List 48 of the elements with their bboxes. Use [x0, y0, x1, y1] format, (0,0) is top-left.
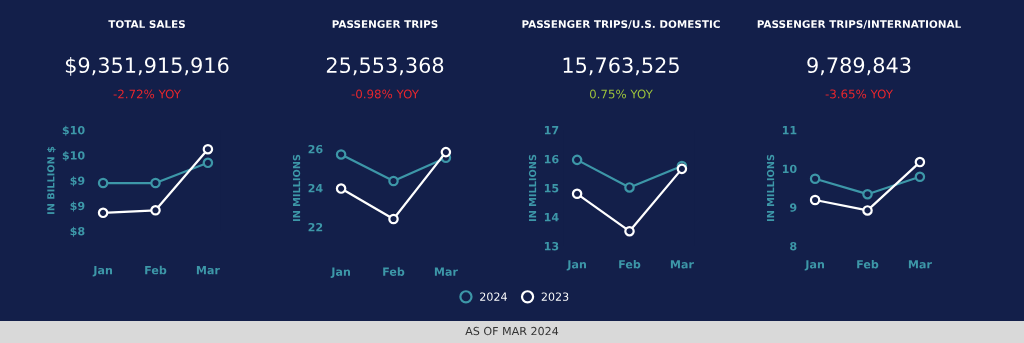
y-tick-label: $9	[70, 176, 85, 187]
x-tick-label: Jan	[330, 267, 350, 278]
x-tick-label: Mar	[434, 267, 458, 276]
y-tick-label: 9	[789, 203, 797, 212]
y-tick-label: $9	[70, 201, 85, 212]
chart-title: PASSENGER TRIPS/INTERNATIONAL	[757, 20, 961, 29]
x-tick-label: Mar	[908, 260, 932, 269]
text: -2.72% YOY	[113, 89, 181, 99]
y-axis-title: IN MILLIONS	[292, 154, 301, 222]
text: AS OF MAR 2024	[465, 326, 559, 336]
x-tick-label: Jan	[566, 260, 586, 271]
y-tick-label: 10	[782, 164, 797, 174]
y-tick-label: 16	[544, 154, 559, 164]
y-tick-label: 24	[308, 183, 323, 193]
x-tick-label: Feb	[383, 267, 405, 276]
chart-subtitle: 9,789,843	[807, 57, 911, 76]
y-tick-label: 8	[790, 241, 797, 251]
y-tick-label: 15	[544, 184, 559, 193]
x-tick-label: Jan	[92, 266, 112, 277]
legend-label: 2023	[541, 292, 569, 301]
text: -0.98% YOY	[351, 89, 419, 99]
x-tick-label: Jan	[804, 260, 824, 271]
chart-subtitle: 15,763,525	[563, 57, 679, 76]
y-axis-title: IN BILLION $	[46, 146, 56, 214]
y-axis-title: IN MILLIONS	[766, 154, 775, 222]
chart-title: PASSENGER TRIPS/U.S. DOMESTIC	[522, 20, 720, 29]
y-tick-label: $8	[70, 226, 85, 237]
x-tick-label: Mar	[670, 260, 694, 269]
y-tick-label: 13	[544, 241, 559, 251]
x-tick-label: Feb	[857, 259, 879, 269]
x-tick-label: Feb	[619, 259, 641, 269]
y-tick-label: 11	[782, 126, 797, 135]
legend-label: 2024	[480, 292, 507, 301]
chart-subtitle: 25,553,368	[326, 57, 444, 76]
x-tick-label: Mar	[196, 266, 220, 275]
y-tick-label: 14	[544, 213, 559, 222]
y-tick-label: $10	[62, 151, 85, 162]
chart-title: PASSENGER TRIPS	[332, 20, 438, 29]
y-tick-label: 26	[308, 144, 323, 154]
text: -3.65% YOY	[825, 89, 893, 99]
y-tick-label: $10	[62, 125, 85, 136]
text: 0.75% YOY	[589, 89, 653, 99]
y-tick-label: 17	[544, 126, 559, 135]
y-axis-title: IN MILLIONS	[528, 154, 537, 222]
y-tick-label: 22	[308, 222, 323, 232]
chart-title: TOTAL SALES	[108, 20, 185, 29]
chart-subtitle: $9,351,915,916	[65, 56, 229, 76]
x-tick-label: Feb	[145, 265, 167, 275]
